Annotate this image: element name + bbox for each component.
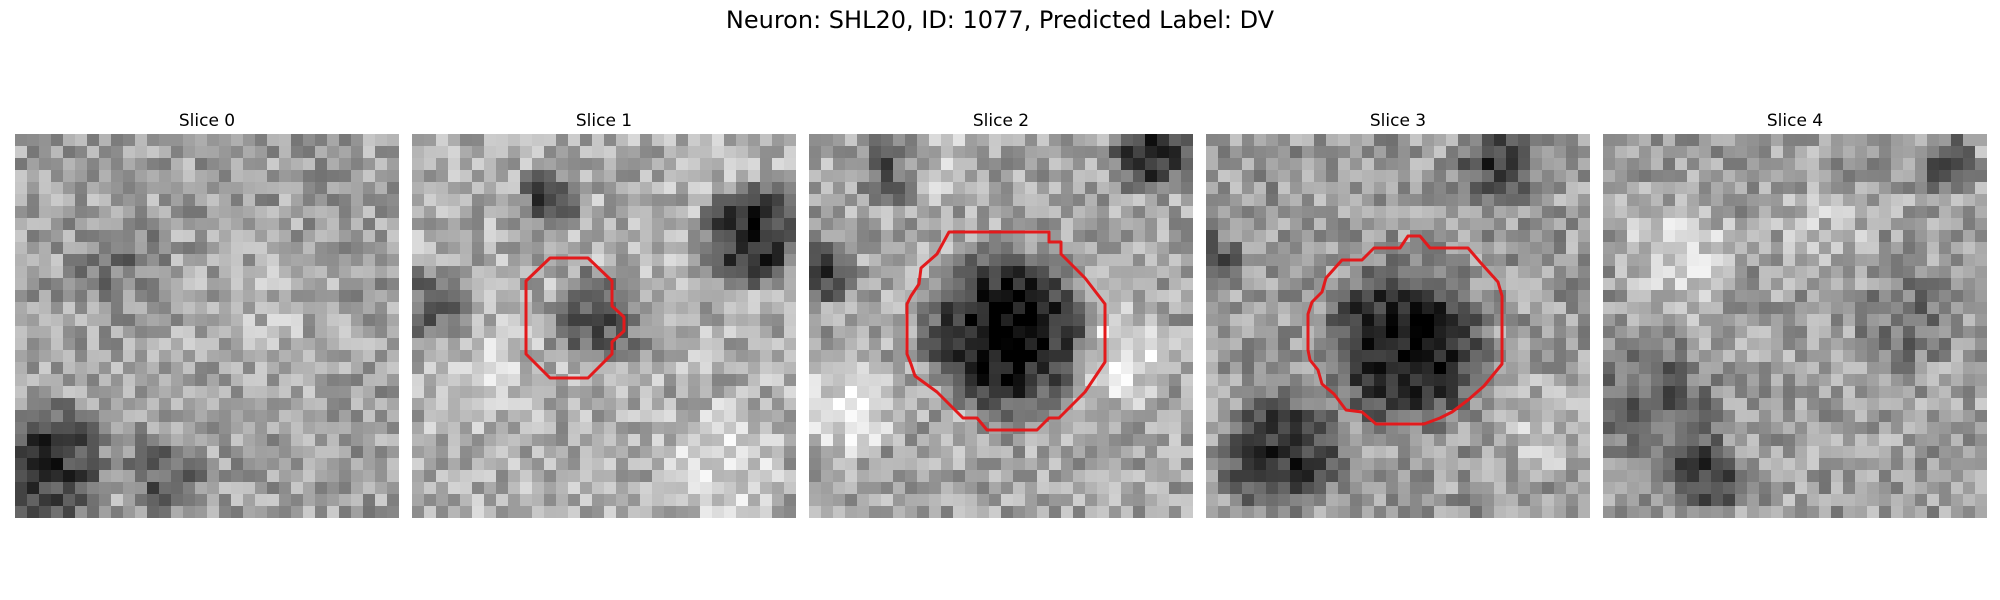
- slice-title: Slice 0: [178, 111, 236, 131]
- slice-image: [412, 134, 796, 518]
- slice-panel-3: Slice 3: [1206, 108, 1590, 518]
- slice-panel-1: Slice 1: [412, 108, 796, 518]
- slice-title: Slice 2: [972, 111, 1030, 131]
- slice-image: [1206, 134, 1590, 518]
- figure-title: Neuron: SHL20, ID: 1077, Predicted Label…: [725, 6, 1275, 34]
- slice-panel-4: Slice 4: [1603, 108, 1987, 518]
- slice-title: Slice 1: [575, 111, 633, 131]
- slice-panel-0: Slice 0: [15, 108, 399, 518]
- slice-title: Slice 3: [1369, 111, 1427, 131]
- slice-image: [1603, 134, 1987, 518]
- slice-panel-2: Slice 2: [809, 108, 1193, 518]
- neuron-contour: [1306, 234, 1504, 426]
- neuron-contour: [905, 230, 1107, 432]
- slice-image: [809, 134, 1193, 518]
- slice-image: [15, 134, 399, 518]
- neuron-contour: [524, 256, 626, 380]
- slice-title: Slice 4: [1766, 111, 1824, 131]
